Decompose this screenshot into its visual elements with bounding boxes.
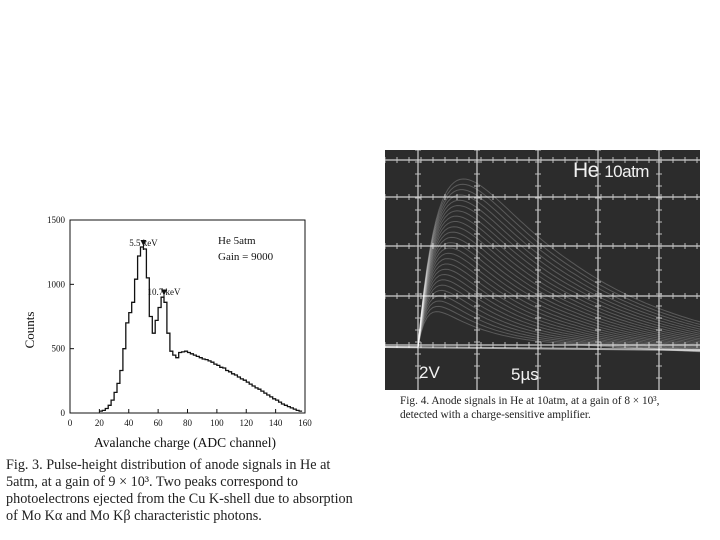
- legend-line-2: Gain = 9000: [218, 251, 274, 263]
- scope-baseline: [385, 346, 700, 351]
- y-tick-label: 1500: [47, 215, 66, 225]
- x-tick-label: 0: [68, 418, 73, 428]
- scope-trace: [385, 273, 700, 351]
- scope-trace: [385, 199, 700, 348]
- x-tick-label: 20: [95, 418, 105, 428]
- scope-trace: [385, 263, 700, 349]
- scope-trace: [385, 284, 700, 351]
- fig3-caption-line-3: photoelectrons ejected from the Cu K-she…: [6, 491, 353, 507]
- scope-trace: [385, 268, 700, 350]
- x-tick-label: 60: [154, 418, 164, 428]
- x-tick-label: 100: [210, 418, 224, 428]
- legend-line-1: He 5atm: [218, 235, 256, 247]
- y-tick-label: 1000: [47, 279, 66, 289]
- scope-trace: [385, 279, 700, 351]
- scope-trace: [385, 226, 700, 348]
- scope-trace: [385, 231, 700, 348]
- scope-trace: [385, 204, 700, 348]
- fig3-caption-line-4: of Mo Kα and Mo Kβ characteristic photon…: [6, 508, 262, 524]
- scope-trace: [385, 289, 700, 352]
- arrow-head-icon: [140, 239, 147, 246]
- scope-trace: [385, 242, 700, 348]
- y-tick-label: 500: [52, 344, 66, 354]
- scope-trace: [385, 210, 700, 348]
- scope-trace: [385, 178, 700, 348]
- ylabel: Counts: [22, 312, 37, 349]
- plot-frame: [69, 219, 306, 414]
- scope-trace: [385, 221, 700, 348]
- histogram-series: [99, 246, 303, 412]
- x-tick-label: 120: [240, 418, 254, 428]
- scope-trace: [385, 258, 700, 348]
- y-tick-label: 0: [61, 408, 66, 418]
- fig4-caption-line-2: detected with a charge-sensitive amplifi…: [400, 409, 591, 421]
- fig3-caption-line-2: 5atm, at a gain of 9 × 10³. Two peaks co…: [6, 474, 298, 490]
- scope-trace: [385, 252, 700, 348]
- x-tick-label: 140: [269, 418, 283, 428]
- scope-volts-per-div: 2V: [419, 363, 440, 382]
- scope-trace: [385, 194, 700, 348]
- fig4-caption: Fig. 4. Anode signals in He at 10atm, at…: [400, 394, 714, 422]
- scope-trace: [385, 295, 700, 352]
- scope-trace: [385, 183, 700, 348]
- x-tick-label: 160: [298, 418, 312, 428]
- scope-pressure-label: 10atm: [604, 162, 649, 181]
- scope-trace: [385, 215, 700, 348]
- scope-trace: [385, 247, 700, 348]
- fig3-caption-line-1: Fig. 3. Pulse-height distribution of ano…: [6, 457, 331, 473]
- fig3-caption: Fig. 3. Pulse-height distribution of ano…: [6, 457, 402, 525]
- x-tick-label: 80: [183, 418, 193, 428]
- scope-trace: [385, 236, 700, 348]
- scope-trace: [385, 189, 700, 348]
- scope-gas-label: He: [573, 159, 599, 182]
- scope-time-per-div: 5µs: [511, 365, 539, 384]
- xlabel: Avalanche charge (ADC channel): [94, 435, 276, 450]
- fig4-caption-line-1: Fig. 4. Anode signals in He at 10atm, at…: [400, 395, 660, 407]
- x-tick-label: 40: [124, 418, 134, 428]
- arrow-head-icon: [161, 289, 167, 296]
- oscilloscope-screen: He 10atm 2V 5µs: [385, 150, 700, 390]
